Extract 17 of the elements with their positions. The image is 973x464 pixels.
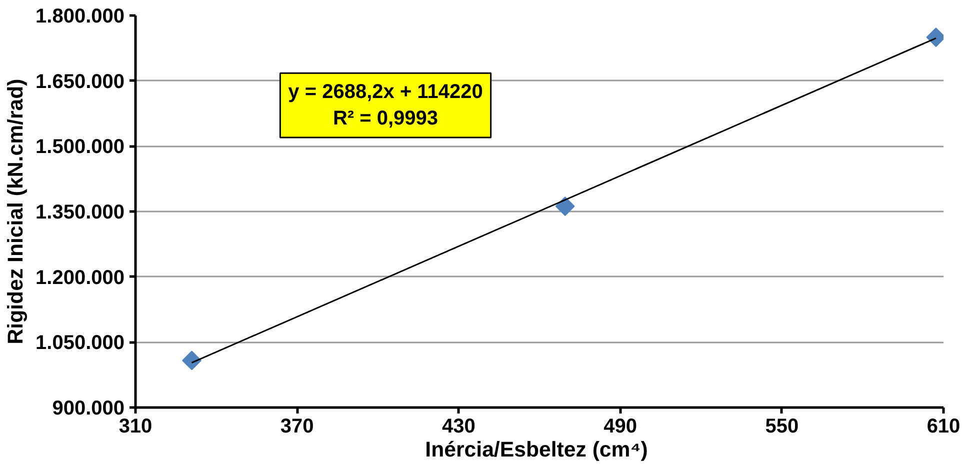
point <box>182 350 202 370</box>
x-axis-title: Inércia/Esbeltez (cm⁴) <box>425 438 648 462</box>
x-tick-label: 430 <box>442 416 476 438</box>
annotation: y = 2688,2x + 114220 <box>288 81 483 104</box>
x-tick-label: 550 <box>765 416 799 438</box>
y-tick-label: 1.800.000 <box>36 6 125 28</box>
x-tick-label: 610 <box>926 416 960 438</box>
y-tick-label: 1.050.000 <box>36 332 125 354</box>
y-axis-title: Rigidez Inicial (kN.cm/rad) <box>4 78 28 344</box>
y-tick-label: 1.500.000 <box>36 136 125 158</box>
x-tick-label: 490 <box>604 416 637 438</box>
point <box>555 196 575 216</box>
y-tick-label: 1.200.000 <box>36 266 125 289</box>
y-tick-label: 1.650.000 <box>36 70 125 93</box>
x-tick-label: 370 <box>280 416 314 438</box>
annotation: R² = 0,9993 <box>332 108 438 130</box>
y-tick-label: 1.350.000 <box>36 202 125 224</box>
